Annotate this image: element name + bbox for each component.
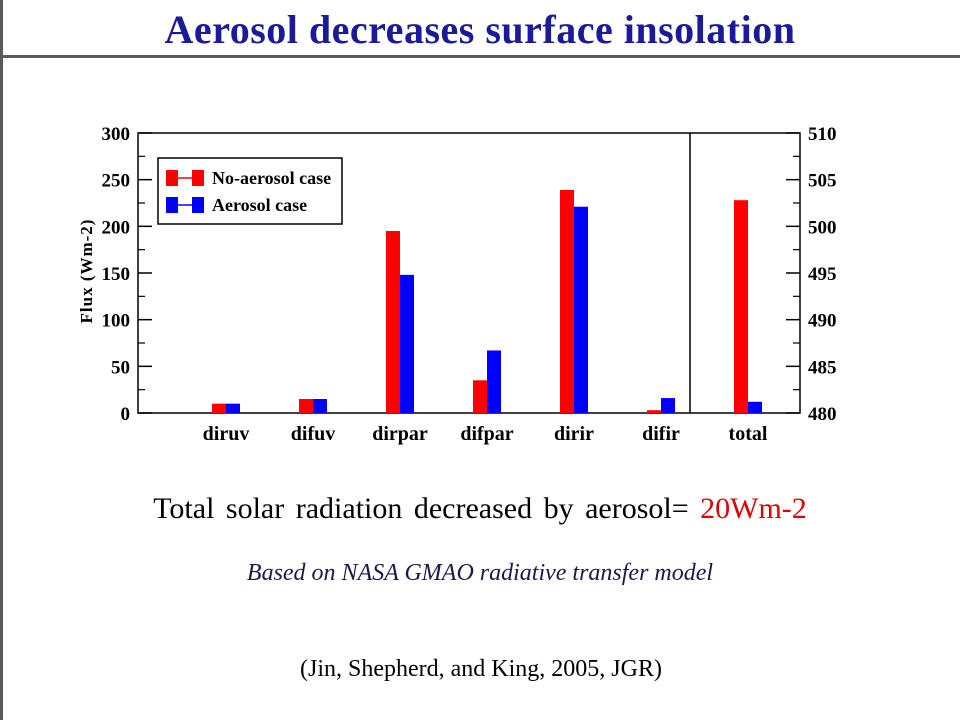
left-tick-label: 150 [102, 264, 131, 285]
left-tick-label: 200 [102, 217, 131, 238]
bar-difuv-no-aerosol [299, 399, 313, 413]
chart-labels: 0 50 100 150 200 250 300 480 485 490 495 500 505 510 F… [77, 124, 837, 445]
legend-swatch-right [192, 170, 204, 186]
bar-total-no-aerosol [734, 200, 748, 413]
y-axis-title: Flux (Wm-2) [77, 219, 96, 324]
summary-value: 20Wm-2 [700, 492, 807, 525]
right-tick-label: 490 [808, 311, 837, 332]
category-label-difpar: difpar [460, 423, 513, 445]
chart-legend: No-aerosol case Aerosol case [157, 157, 343, 225]
source-note: Based on NASA GMAO radiative transfer mo… [246, 560, 714, 586]
bar-dirpar-aerosol [400, 274, 414, 413]
bar-diruv-aerosol [226, 403, 240, 413]
category-label-difir: difir [642, 423, 680, 445]
left-tick-label: 250 [102, 171, 131, 192]
flux-bar-chart: No-aerosol case Aerosol case 0 50 100 150 200… [77, 124, 837, 445]
right-tick-label: 505 [808, 171, 837, 192]
chart-axes [137, 132, 801, 414]
right-tick-label: 510 [808, 124, 837, 145]
bar-total-aerosol [748, 401, 762, 413]
left-tick-label: 50 [111, 357, 130, 378]
bar-dirir-aerosol [574, 206, 588, 413]
title-rule [0, 55, 960, 58]
legend-swatch-left [166, 170, 178, 186]
bar-diruv-no-aerosol [212, 403, 226, 413]
legend-label: No-aerosol case [212, 168, 331, 188]
chart-bars [212, 189, 762, 413]
summary-line: Total solar radiation decreased by aeros… [0, 492, 960, 526]
right-tick-label: 485 [808, 357, 837, 378]
bar-difpar-aerosol [487, 350, 501, 413]
category-label-total: total [729, 423, 768, 445]
left-border [0, 0, 3, 720]
category-label-difuv: difuv [291, 423, 335, 445]
legend-swatch-right [192, 197, 204, 213]
bar-difir-aerosol [661, 398, 675, 413]
left-tick-label: 0 [121, 404, 131, 425]
category-label-dirpar: dirpar [372, 423, 428, 445]
bar-difuv-aerosol [313, 399, 327, 413]
legend-swatch-left [166, 197, 178, 213]
right-tick-label: 495 [808, 264, 837, 285]
bar-difpar-no-aerosol [473, 380, 487, 413]
category-label-dirir: dirir [554, 423, 594, 445]
legend-box [157, 157, 343, 225]
left-tick-label: 100 [102, 311, 131, 332]
bar-difir-no-aerosol [647, 410, 661, 413]
legend-label: Aerosol case [212, 195, 307, 215]
right-tick-label: 480 [808, 404, 837, 425]
left-tick-label: 300 [102, 124, 131, 145]
citation: (Jin, Shepherd, and King, 2005, JGR) [300, 656, 662, 682]
bar-dirpar-no-aerosol [386, 231, 400, 413]
summary-text: Total solar radiation decreased by aeros… [153, 492, 689, 525]
category-label-diruv: diruv [203, 423, 250, 445]
bar-dirir-no-aerosol [560, 189, 574, 413]
right-tick-label: 500 [808, 217, 837, 238]
slide-title: Aerosol decreases surface insolation [164, 7, 796, 52]
